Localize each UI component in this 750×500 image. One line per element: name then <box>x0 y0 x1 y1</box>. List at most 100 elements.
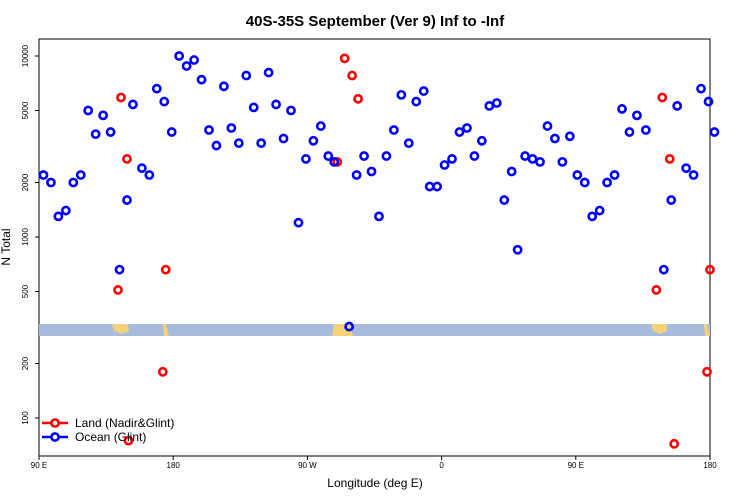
y-axis: 100 200 500 1000 2000 5000 10000 <box>21 44 39 425</box>
data-point <box>702 366 712 377</box>
data-point <box>640 125 651 135</box>
data-point <box>535 156 545 167</box>
data-point <box>329 156 340 167</box>
data-point <box>248 102 259 113</box>
data-point <box>617 104 627 114</box>
ocean-series <box>38 51 720 332</box>
legend-entry: Land (Nadir&Glint) <box>42 416 174 430</box>
data-point <box>46 177 56 188</box>
data-point <box>98 110 109 121</box>
y-tick-label: 500 <box>21 284 30 298</box>
x-axis-label: Longitude (deg E) <box>327 476 422 490</box>
legend-entry: Ocean (Glint) <box>42 430 146 444</box>
data-series <box>38 51 720 449</box>
data-point <box>116 92 126 103</box>
x-tick-label: 180 <box>167 461 181 470</box>
data-point <box>664 154 675 164</box>
data-point <box>491 98 502 108</box>
data-point <box>366 166 377 177</box>
plot-area <box>38 38 711 457</box>
data-point <box>579 177 590 188</box>
data-point <box>374 211 384 222</box>
data-point <box>105 127 116 137</box>
data-point <box>688 170 699 180</box>
data-point <box>122 154 132 164</box>
data-point <box>144 170 155 180</box>
data-point <box>624 127 635 137</box>
data-point <box>632 110 642 121</box>
data-point <box>594 205 605 216</box>
chart-title: 40S-35S September (Ver 9) Inf to -Inf <box>246 13 505 30</box>
data-point <box>113 285 123 295</box>
data-point <box>388 125 399 135</box>
y-tick-label: 5000 <box>21 101 30 119</box>
data-point <box>709 127 720 137</box>
data-point <box>286 105 296 116</box>
data-point <box>681 163 692 174</box>
data-point <box>157 366 168 377</box>
data-point <box>315 121 326 131</box>
data-point <box>703 96 714 107</box>
data-point <box>557 156 568 167</box>
y-tick-label: 100 <box>21 411 30 425</box>
data-point <box>669 438 680 449</box>
data-point <box>705 264 715 275</box>
data-point <box>447 154 457 164</box>
x-axis: 90 E 180 90 W 0 90 E 180 <box>31 456 717 470</box>
data-point <box>263 67 274 78</box>
data-point <box>462 123 472 133</box>
data-point <box>666 195 677 205</box>
y-tick-label: 10000 <box>21 44 30 67</box>
data-point <box>68 177 79 188</box>
data-point <box>353 93 363 104</box>
map-strip <box>39 324 710 336</box>
data-point <box>151 83 162 94</box>
legend-label: Ocean (Glint) <box>75 430 146 444</box>
x-tick-label: 180 <box>703 461 717 470</box>
data-point <box>174 51 185 61</box>
x-tick-label: 0 <box>439 461 444 470</box>
data-point <box>301 154 311 164</box>
data-point <box>476 135 487 146</box>
y-tick-label: 2000 <box>21 173 30 191</box>
data-point <box>587 211 598 222</box>
data-point <box>90 129 101 140</box>
data-point <box>351 170 362 180</box>
data-point <box>160 264 171 275</box>
data-point <box>347 70 358 81</box>
data-point <box>572 170 583 180</box>
y-tick-label: 200 <box>21 356 30 370</box>
data-point <box>38 170 49 180</box>
legend-swatch-marker <box>50 418 60 428</box>
x-tick-label: 90 E <box>31 461 47 470</box>
land-series <box>113 53 715 449</box>
data-point <box>657 92 668 103</box>
data-point <box>159 96 170 107</box>
data-point <box>403 138 414 149</box>
data-point <box>506 166 517 177</box>
data-point <box>166 127 177 137</box>
data-point <box>381 151 392 161</box>
data-point <box>204 125 214 135</box>
data-point <box>454 127 465 137</box>
data-point <box>418 86 429 96</box>
map-strip-land <box>112 324 710 336</box>
data-point <box>469 151 480 161</box>
data-point <box>278 133 289 144</box>
data-point <box>359 151 369 161</box>
data-point <box>344 321 355 332</box>
data-point <box>293 217 304 228</box>
data-point <box>256 138 267 149</box>
data-point <box>123 435 134 446</box>
data-point <box>114 264 125 275</box>
data-point <box>672 101 683 111</box>
legend-label: Land (Nadir&Glint) <box>75 416 174 430</box>
data-point <box>396 89 407 100</box>
data-point <box>136 163 147 174</box>
data-point <box>211 140 222 151</box>
data-point <box>181 61 192 71</box>
data-point <box>432 181 443 192</box>
data-point <box>189 55 199 65</box>
data-point <box>83 105 94 116</box>
data-point <box>658 264 669 275</box>
